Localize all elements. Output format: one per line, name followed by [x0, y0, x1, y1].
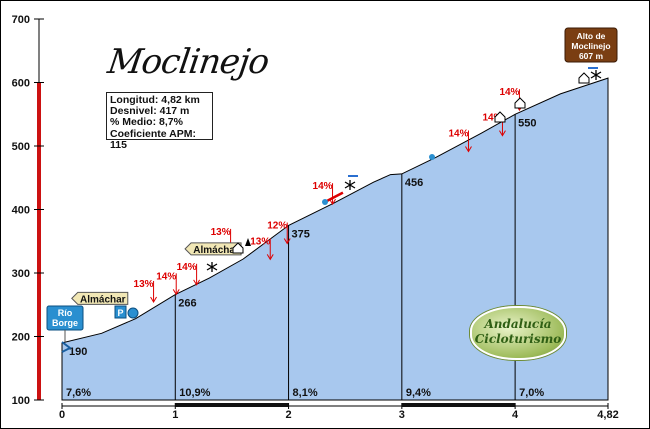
road-sign	[184, 242, 242, 256]
stat-longitud: Longitud: 4,82 km	[110, 94, 200, 106]
house-icon	[514, 97, 526, 109]
x-tick-label: 1	[172, 409, 178, 421]
steep-percent-label: 12%	[267, 221, 287, 232]
y-tick-label: 500	[12, 141, 30, 153]
x-tick-label: 0	[59, 409, 65, 421]
steep-arrowhead	[150, 296, 157, 303]
steep-arrowhead	[465, 146, 472, 153]
km-band	[401, 403, 516, 407]
end-sign-line: Moclinejo	[571, 41, 610, 51]
segment-gradient-label: 9,4%	[406, 387, 431, 399]
steep-arrowhead	[499, 130, 506, 137]
start-sign-line-1: Río	[58, 308, 73, 318]
end-sign-line: 607 m	[579, 51, 604, 61]
km-elevation-label: 375	[292, 228, 310, 240]
segment-gradient-label: 10,9%	[179, 387, 210, 399]
stat-coeficiente: Coeficiente APM: 115	[110, 127, 196, 151]
church-icon	[245, 238, 251, 246]
steep-arrowhead	[172, 289, 180, 296]
road-sign-label: Almáchar	[80, 294, 126, 305]
y-tick-label: 300	[12, 268, 30, 280]
roundabout-icon	[127, 307, 139, 319]
steep-percent-label: 13%	[211, 227, 231, 238]
house-icon	[232, 242, 244, 254]
water-icon	[322, 199, 328, 205]
end-sign-line: Alto de	[577, 31, 606, 41]
steep-arrowhead	[266, 254, 274, 261]
y-tick-label: 200	[12, 332, 30, 344]
steep-percent-label: 14%	[313, 181, 333, 192]
km-elevation-label: 550	[518, 117, 536, 129]
km-elevation-label: 266	[178, 298, 196, 310]
start-sign-line-2: Borge	[52, 318, 78, 328]
brand-line-1: Andalucía	[484, 317, 552, 331]
chart-title: Moclinejo	[105, 42, 271, 82]
x-tick-label: 2	[285, 409, 291, 421]
km-band	[175, 403, 289, 407]
y-tick-label: 400	[12, 205, 30, 217]
y-tick-label: 100	[12, 395, 30, 407]
brand-logo: Andalucía Cicloturismo	[470, 306, 566, 360]
x-tick-label: 4	[512, 409, 519, 421]
stat-desnivel: Desnivel: 417 m	[110, 105, 190, 118]
end-sign-box	[564, 27, 618, 63]
viewpoint-icon	[590, 70, 602, 80]
stat-medio: % Medio: 8,7%	[110, 116, 183, 129]
parking-icon-label: P	[117, 308, 123, 318]
steep-percent-label: 14%	[156, 271, 176, 282]
profile-area	[61, 77, 609, 401]
steep-percent-label: 14%	[177, 262, 197, 273]
steep-arrowhead	[283, 238, 291, 245]
road-sign-label: Almáchar	[193, 245, 239, 256]
steep-percent-label: 14%	[482, 113, 502, 124]
steep-arrowhead	[193, 279, 201, 286]
steep-percent-label: 14%	[448, 128, 468, 139]
km-elevation-label: 456	[405, 177, 423, 189]
steep-percent-label: 13%	[250, 236, 270, 247]
viewpoint-icon	[206, 262, 218, 272]
x-tick-label: 3	[399, 409, 405, 421]
house-icon	[578, 72, 590, 84]
brand-line-2: Cicloturismo	[474, 332, 562, 346]
segment-gradient-label: 8,1%	[293, 387, 318, 399]
steep-percent-label: 14%	[499, 87, 519, 98]
stats-box: Longitud: 4,82 km Desnivel: 417 m % Medi…	[106, 92, 213, 151]
water-icon	[429, 154, 435, 160]
viewpoint-icon	[344, 180, 356, 190]
x-tick-label: 4,82	[597, 409, 618, 421]
road-sign	[71, 291, 129, 305]
steep-highlight	[325, 191, 344, 203]
segment-gradient-label: 7,6%	[66, 387, 91, 399]
km-elevation-label: 190	[69, 346, 87, 358]
house-icon	[494, 111, 506, 123]
start-arrow	[61, 341, 72, 353]
segment-gradient-label: 7,0%	[519, 387, 544, 399]
steep-arrowhead	[329, 198, 336, 206]
steep-percent-label: 13%	[134, 279, 154, 290]
y-tick-label: 600	[12, 78, 30, 90]
y-tick-label: 700	[12, 14, 30, 26]
parking-icon	[114, 305, 127, 319]
